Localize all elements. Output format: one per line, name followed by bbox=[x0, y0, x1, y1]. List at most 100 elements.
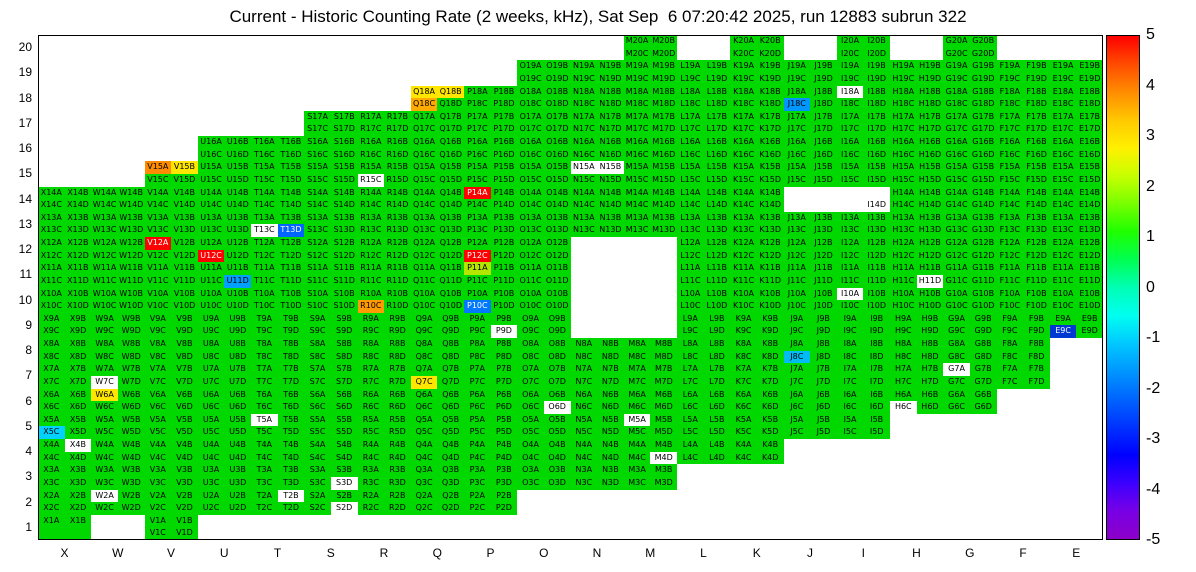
cell-T14A: T14A bbox=[251, 186, 278, 200]
cell-L17: L17A L17B L17C L17D bbox=[677, 110, 731, 136]
cell-K20: K20A K20B K20C K20D bbox=[730, 35, 784, 61]
cell-G17A: G17A bbox=[943, 110, 970, 124]
y-axis-label-12: 12 bbox=[18, 242, 32, 256]
cell-N5C: N5C bbox=[570, 426, 598, 439]
cell-K18: K18A K18B K18C K18D bbox=[730, 85, 784, 111]
cell-X11B: X11B bbox=[64, 262, 92, 275]
cell-S2D: S2D bbox=[330, 502, 358, 515]
cell-X3: X3A X3B X3C X3D bbox=[38, 464, 92, 490]
cell-N16D: N16D bbox=[597, 148, 624, 162]
cell-G13B: G13B bbox=[969, 211, 997, 225]
cell-L17D: L17D bbox=[703, 123, 731, 136]
colorbar-tick-4: 4 bbox=[1146, 76, 1155, 94]
cell-P11C: P11C bbox=[464, 274, 491, 288]
cell-F8: F8A F8B F8C F8D bbox=[996, 338, 1050, 364]
cell-W4A: W4A bbox=[91, 439, 118, 452]
cell-L17A: L17A bbox=[677, 110, 704, 124]
cell-K14C: K14C bbox=[730, 199, 757, 212]
cell-X10D: X10D bbox=[64, 300, 92, 313]
cell-L15A: L15A bbox=[677, 161, 704, 174]
cell-O13: O13A O13B O13C O13D bbox=[517, 211, 571, 237]
cell-N6B: N6B bbox=[597, 388, 624, 402]
cell-S15C: S15C bbox=[304, 173, 331, 187]
cell-M8D: M8D bbox=[650, 350, 677, 364]
cell-Q7D: Q7D bbox=[437, 375, 464, 389]
cell-R16B: R16B bbox=[384, 136, 411, 149]
cell-K13A: K13A bbox=[730, 211, 757, 225]
cell-N14A: N14A bbox=[570, 186, 598, 200]
cell-H15C: H15C bbox=[890, 173, 917, 187]
cell-I7C: I7C bbox=[836, 375, 864, 389]
cell-R2D: R2D bbox=[384, 502, 411, 515]
cell-N7: N7A N7B N7C N7D bbox=[570, 363, 624, 389]
cell-G16A: G16A bbox=[943, 136, 970, 149]
cell-F8C: F8C bbox=[996, 350, 1024, 364]
cell-X7D: X7D bbox=[64, 375, 92, 389]
cell-Q6D: Q6D bbox=[437, 401, 464, 414]
cell-N15: N15A N15B N15C N15D bbox=[570, 161, 624, 187]
cell-M17D: M17D bbox=[650, 123, 677, 136]
cell-J5A: J5A bbox=[783, 413, 811, 427]
cell-N3D: N3D bbox=[597, 476, 624, 490]
cell-I15: I15A I15B I15C I15D bbox=[836, 161, 890, 187]
cell-L18C: L18C bbox=[677, 98, 704, 111]
cell-J14D bbox=[810, 199, 837, 212]
cell-J19: J19A J19B J19C J19D bbox=[783, 60, 837, 86]
cell-R4: R4A R4B R4C R4D bbox=[357, 439, 411, 465]
cell-I16C: I16C bbox=[836, 148, 864, 162]
cell-S15A: S15A bbox=[304, 161, 331, 174]
cell-O15: O15A O15B O15C O15D bbox=[517, 161, 571, 187]
cell-N8C: N8C bbox=[570, 350, 598, 364]
cell-G6A: G6A bbox=[943, 388, 970, 402]
x-axis-label-N: N bbox=[592, 546, 602, 560]
cell-R11: R11A R11B R11C R11D bbox=[357, 262, 411, 288]
cell-I5A: I5A bbox=[836, 413, 864, 427]
cell-F10C: F10C bbox=[996, 300, 1024, 313]
cell-M18D: M18D bbox=[650, 98, 677, 111]
cell-I5: I5A I5B I5C I5D bbox=[836, 413, 890, 439]
cell-V14D: V14D bbox=[171, 199, 198, 212]
cell-M17A: M17A bbox=[623, 110, 651, 124]
cell-T9A: T9A bbox=[251, 312, 278, 326]
cell-Q7: Q7A Q7B Q7C Q7D bbox=[410, 363, 464, 389]
cell-U3A: U3A bbox=[197, 464, 225, 477]
cell-F18D: F18D bbox=[1023, 98, 1050, 111]
cell-H12A: H12A bbox=[890, 237, 917, 250]
cell-J18C: J18C bbox=[783, 98, 811, 111]
cell-J11A: J11A bbox=[783, 262, 811, 275]
cell-H15A: H15A bbox=[890, 161, 917, 174]
cell-I10A: I10A bbox=[836, 287, 864, 301]
cell-N14D: N14D bbox=[597, 199, 624, 212]
cell-W9C: W9C bbox=[91, 325, 118, 338]
cell-U13B: U13B bbox=[224, 211, 251, 225]
cell-V5B: V5B bbox=[171, 413, 198, 427]
cell-E14A: E14A bbox=[1049, 186, 1077, 200]
cell-G6: G6A G6B G6C G6D bbox=[943, 388, 997, 414]
cell-H19: H19A H19B H19C H19D bbox=[890, 60, 944, 86]
cell-H17B: H17B bbox=[916, 110, 944, 124]
cell-W12D: W12D bbox=[117, 249, 145, 263]
cell-E13D: E13D bbox=[1076, 224, 1103, 237]
colorbar-tick--3: -3 bbox=[1146, 430, 1161, 447]
cell-X2D: X2D bbox=[64, 502, 92, 515]
cell-F10A: F10A bbox=[996, 287, 1024, 301]
cell-X5C: X5C bbox=[38, 426, 65, 439]
cell-E11B: E11B bbox=[1076, 262, 1103, 275]
cell-H6C: H6C bbox=[890, 401, 917, 414]
cell-V14: V14A V14B V14C V14D bbox=[144, 186, 198, 212]
cell-G9A: G9A bbox=[943, 312, 970, 326]
cell-H16: H16A H16B H16C H16D bbox=[890, 136, 944, 162]
cell-F17C: F17C bbox=[996, 123, 1024, 136]
cell-S10C: S10C bbox=[304, 300, 331, 313]
cell-H9D: H9D bbox=[916, 325, 944, 338]
cell-F15D: F15D bbox=[1023, 173, 1050, 187]
y-axis-label-18: 18 bbox=[18, 90, 32, 105]
cell-O14C: O14C bbox=[517, 199, 544, 212]
cell-M7B: M7B bbox=[650, 363, 677, 376]
plot-area: M20A M20B M20C M20D K20A K20B K20C K20D I20A I20B… bbox=[38, 35, 1103, 540]
cell-V3A: V3A bbox=[144, 464, 172, 477]
y-axis-label-11: 11 bbox=[19, 267, 32, 282]
cell-N16: N16A N16B N16C N16D bbox=[570, 136, 624, 162]
cell-W13B: W13B bbox=[117, 211, 145, 225]
cell-S5D: S5D bbox=[330, 426, 358, 439]
